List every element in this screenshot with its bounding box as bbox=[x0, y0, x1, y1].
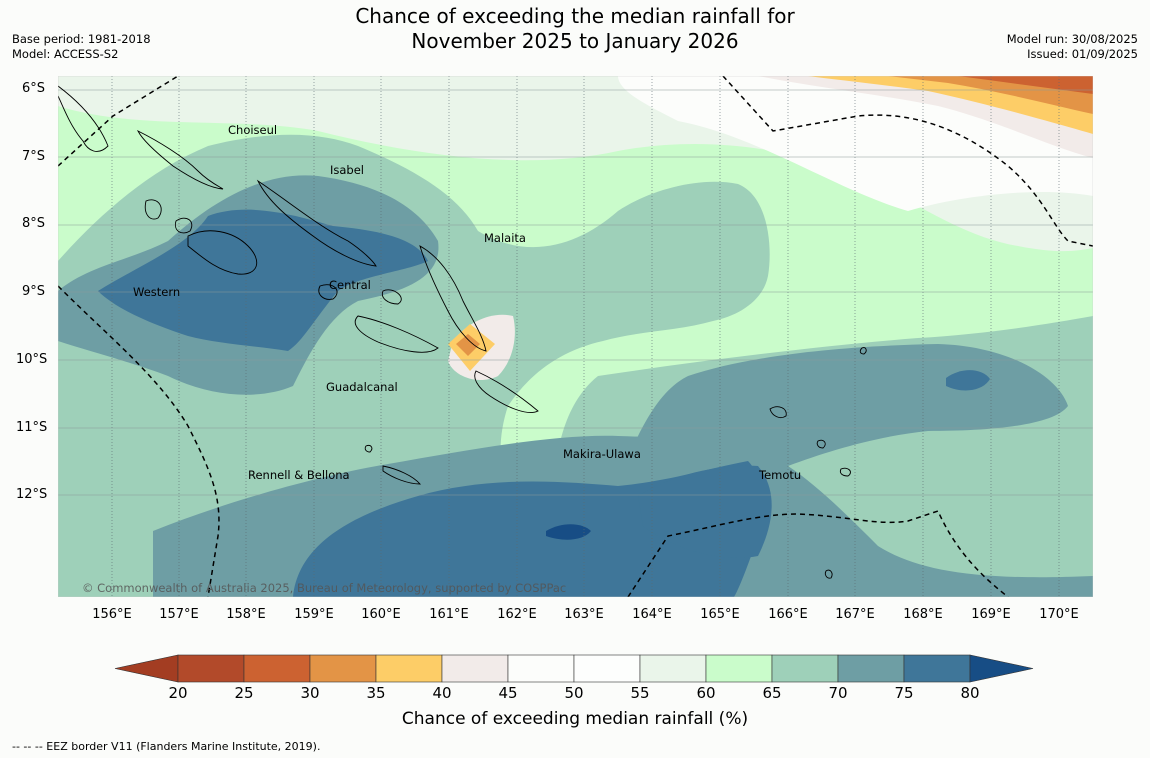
colorbar-cell bbox=[441, 654, 509, 683]
island-russell bbox=[381, 289, 402, 305]
region-label-guadalcanal: Guadalcanal bbox=[326, 380, 398, 394]
colorbar-tick-label: 20 bbox=[168, 684, 188, 702]
lat-label-12s: 12°S bbox=[16, 487, 48, 502]
colorbar-tick-label: 25 bbox=[234, 684, 254, 702]
meta-left: Base period: 1981-2018 Model: ACCESS-S2 bbox=[12, 32, 151, 62]
colorbar-extend-low bbox=[114, 654, 179, 683]
lon-label-159e: 159°E bbox=[294, 607, 334, 622]
colorbar-tick-label: 55 bbox=[630, 684, 650, 702]
region-label-central: Central bbox=[329, 278, 371, 292]
colorbar-cell bbox=[903, 654, 971, 683]
issued-date: Issued: 01/09/2025 bbox=[1027, 47, 1138, 61]
island-bellona bbox=[364, 445, 373, 453]
lon-label-162e: 162°E bbox=[497, 607, 537, 622]
colorbar-tick-label: 30 bbox=[300, 684, 320, 702]
lon-label-169e: 169°E bbox=[971, 607, 1011, 622]
map-title: Chance of exceeding the median rainfall … bbox=[0, 4, 1150, 54]
lon-label-167e: 167°E bbox=[835, 607, 875, 622]
island-vanikoro bbox=[816, 439, 826, 449]
island-kolombangara bbox=[174, 217, 193, 234]
colorbar-tick-label: 70 bbox=[828, 684, 848, 702]
colorbar-cell bbox=[375, 654, 443, 683]
copyright-notice: © Commonwealth of Australia 2025, Bureau… bbox=[82, 581, 567, 595]
island-guadalcanal bbox=[354, 315, 439, 353]
island-santa-cruz bbox=[769, 406, 787, 419]
lon-label-163e: 163°E bbox=[564, 607, 604, 622]
colorbar-cell bbox=[573, 654, 641, 683]
island-florida bbox=[318, 284, 338, 300]
colorbar-tick-label: 35 bbox=[366, 684, 386, 702]
band-80-plus bbox=[546, 524, 591, 540]
meta-right: Model run: 30/08/2025 Issued: 01/09/2025 bbox=[1007, 32, 1138, 62]
rainfall-map bbox=[58, 76, 1093, 597]
colorbar-cell bbox=[507, 654, 575, 683]
band-75-80-blob bbox=[946, 370, 990, 391]
lon-label-168e: 168°E bbox=[903, 607, 943, 622]
island-isabel bbox=[256, 179, 377, 267]
colorbar-extend-high bbox=[969, 654, 1034, 683]
island-new-georgia bbox=[187, 230, 258, 275]
colorbar-cell bbox=[705, 654, 773, 683]
region-label-rennell-bellona: Rennell & Bellona bbox=[248, 468, 350, 482]
islands bbox=[58, 85, 867, 579]
island-choiseul bbox=[136, 129, 224, 190]
colorbar-cell bbox=[243, 654, 311, 683]
island-tikopia bbox=[824, 569, 833, 579]
colorbar-tick-label: 40 bbox=[432, 684, 452, 702]
lat-label-11s: 11°S bbox=[16, 420, 48, 435]
lat-lines bbox=[58, 89, 1093, 496]
model-name: Model: ACCESS-S2 bbox=[12, 47, 119, 61]
lon-label-166e: 166°E bbox=[768, 607, 808, 622]
colorbar-tick-label: 80 bbox=[960, 684, 980, 702]
island-malaita bbox=[419, 245, 487, 352]
island-utupua bbox=[839, 467, 851, 477]
band-75-80-west bbox=[98, 209, 428, 351]
lat-label-8s: 8°S bbox=[22, 216, 46, 231]
lat-label-10s: 10°S bbox=[16, 352, 48, 367]
band-30-35-central bbox=[456, 334, 480, 356]
title-line-2: November 2025 to January 2026 bbox=[411, 29, 739, 53]
region-label-temotu: Temotu bbox=[759, 468, 802, 482]
lon-label-165e: 165°E bbox=[700, 607, 740, 622]
eez-legend-note: -- -- -- EEZ border V11 (Flanders Marine… bbox=[12, 740, 321, 753]
colorbar-label: Chance of exceeding median rainfall (%) bbox=[401, 709, 749, 729]
colorbar-tick-label: 50 bbox=[564, 684, 584, 702]
lon-label-160e: 160°E bbox=[361, 607, 401, 622]
eez-border bbox=[58, 76, 1093, 597]
lon-label-170e: 170°E bbox=[1039, 607, 1079, 622]
region-label-malaita: Malaita bbox=[484, 231, 526, 245]
lon-label-164e: 164°E bbox=[632, 607, 672, 622]
island-rennell bbox=[382, 465, 421, 485]
band-30-35-north bbox=[958, 76, 1093, 94]
colorbar-tick-label: 75 bbox=[894, 684, 914, 702]
colorbar-cell bbox=[771, 654, 839, 683]
colorbar-cell bbox=[177, 654, 245, 683]
island-makira bbox=[474, 370, 539, 413]
colorbar-tick-label: 45 bbox=[498, 684, 518, 702]
colorbar bbox=[114, 654, 1034, 683]
region-label-makira-ulawa: Makira-Ulawa bbox=[563, 447, 641, 461]
island-bougainville bbox=[58, 85, 109, 152]
base-period: Base period: 1981-2018 bbox=[12, 32, 151, 46]
lon-label-158e: 158°E bbox=[226, 607, 266, 622]
lon-label-156e: 156°E bbox=[92, 607, 132, 622]
island-reef bbox=[859, 347, 867, 355]
colorbar-tick-label: 65 bbox=[762, 684, 782, 702]
colorbar-cell bbox=[837, 654, 905, 683]
colorbar-tick-label: 60 bbox=[696, 684, 716, 702]
region-label-western: Western bbox=[133, 285, 181, 299]
model-run: Model run: 30/08/2025 bbox=[1006, 32, 1138, 46]
region-label-isabel: Isabel bbox=[330, 163, 365, 177]
lat-label-6s: 6°S bbox=[22, 81, 46, 96]
region-label-choiseul: Choiseul bbox=[228, 123, 278, 137]
colorbar-cell bbox=[309, 654, 377, 683]
lon-label-157e: 157°E bbox=[159, 607, 199, 622]
lat-label-7s: 7°S bbox=[22, 149, 46, 164]
island-vella-lavella bbox=[144, 199, 162, 220]
lat-label-9s: 9°S bbox=[22, 284, 46, 299]
title-line-1: Chance of exceeding the median rainfall … bbox=[355, 4, 795, 28]
colorbar-cell bbox=[639, 654, 707, 683]
lon-label-161e: 161°E bbox=[429, 607, 469, 622]
